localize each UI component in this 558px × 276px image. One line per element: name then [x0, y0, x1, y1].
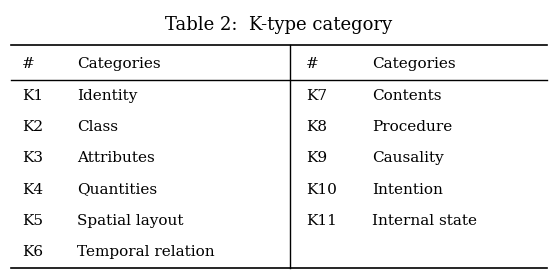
- Text: #: #: [306, 57, 319, 71]
- Text: Attributes: Attributes: [76, 151, 155, 165]
- Text: K8: K8: [306, 120, 328, 134]
- Text: #: #: [22, 57, 35, 71]
- Text: Procedure: Procedure: [372, 120, 452, 134]
- Text: Quantities: Quantities: [76, 183, 157, 197]
- Text: K11: K11: [306, 214, 337, 228]
- Text: K7: K7: [306, 89, 328, 103]
- Text: K6: K6: [22, 245, 43, 259]
- Text: K9: K9: [306, 151, 328, 165]
- Text: Categories: Categories: [372, 57, 455, 71]
- Text: Spatial layout: Spatial layout: [76, 214, 183, 228]
- Text: K2: K2: [22, 120, 43, 134]
- Text: Categories: Categories: [76, 57, 160, 71]
- Text: Identity: Identity: [76, 89, 137, 103]
- Text: Temporal relation: Temporal relation: [76, 245, 214, 259]
- Text: K1: K1: [22, 89, 43, 103]
- Text: Intention: Intention: [372, 183, 443, 197]
- Text: Internal state: Internal state: [372, 214, 477, 228]
- Text: K3: K3: [22, 151, 43, 165]
- Text: Table 2:  K-type category: Table 2: K-type category: [165, 16, 393, 34]
- Text: Class: Class: [76, 120, 118, 134]
- Text: Causality: Causality: [372, 151, 444, 165]
- Text: Contents: Contents: [372, 89, 441, 103]
- Text: K5: K5: [22, 214, 43, 228]
- Text: K4: K4: [22, 183, 43, 197]
- Text: K10: K10: [306, 183, 337, 197]
